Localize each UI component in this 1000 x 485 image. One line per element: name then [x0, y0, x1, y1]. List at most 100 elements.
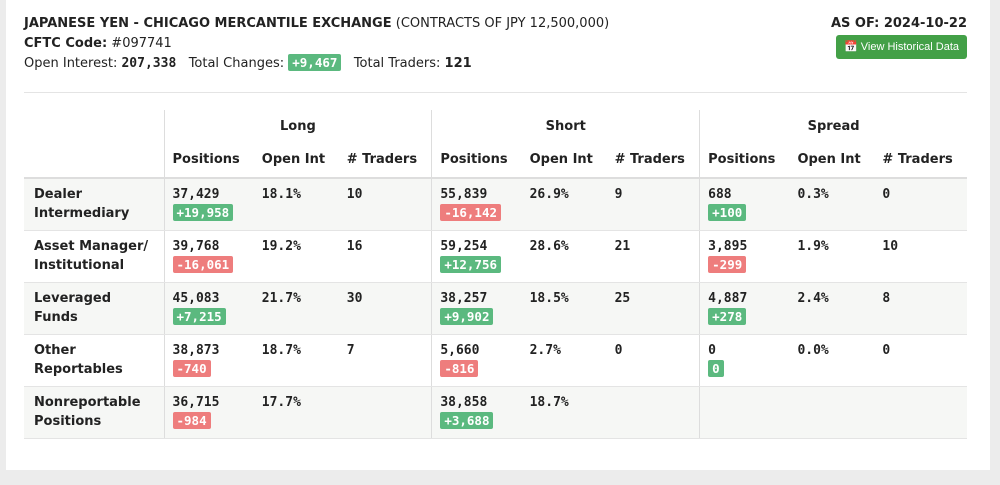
column-header: # Traders	[874, 142, 967, 179]
positions-value: 38,873	[172, 342, 220, 358]
table-row: Nonreportable Positions 36,715 -984 17.7% 38…	[24, 386, 967, 439]
change-badge: +7,215	[172, 307, 226, 325]
table-row: Other Reportables 38,873 -740 18.7% 7 5,660 -8…	[24, 334, 967, 387]
column-header: Positions	[431, 142, 522, 179]
open-int-cell: 2.4%	[789, 282, 875, 335]
contract-size: (CONTRACTS OF JPY 12,500,000)	[395, 16, 610, 31]
positions-value: 38,858	[440, 394, 488, 410]
change-badge: 0	[708, 359, 724, 377]
change-badge: -740	[172, 359, 211, 377]
traders-cell: 10	[874, 230, 967, 283]
positions-cell: 59,254 +12,756	[431, 230, 522, 283]
open-int-cell: 28.6%	[521, 230, 607, 283]
change-badge: +19,958	[172, 204, 234, 221]
as-of-date: AS OF: 2024-10-22	[830, 16, 967, 31]
positions-value: 59,254	[440, 238, 488, 254]
traders-cell: 0	[874, 178, 967, 231]
traders-cell: 21	[606, 230, 700, 283]
positions-value: 3,895	[708, 238, 748, 254]
divider	[24, 92, 967, 93]
open-int-cell: 19.2%	[253, 230, 339, 283]
total-traders-value: 121	[444, 56, 472, 71]
open-int-cell: 2.7%	[521, 334, 607, 387]
positions-cell: 55,839 -16,142	[431, 178, 522, 231]
open-int-cell: 18.1%	[253, 178, 339, 231]
traders-cell: 25	[606, 282, 700, 335]
traders-cell: 8	[874, 282, 967, 335]
traders-cell: 0	[874, 334, 967, 387]
empty-cell	[699, 386, 967, 439]
corner-cell	[24, 142, 164, 179]
button-label: View Historical Data	[860, 41, 959, 53]
change-badge: -816	[440, 359, 479, 377]
column-header: Positions	[699, 142, 790, 179]
positions-value: 38,257	[440, 290, 488, 306]
change-badge: -984	[172, 411, 211, 429]
positions-cell: 38,858 +3,688	[431, 386, 522, 439]
open-int-cell: 17.7%	[253, 386, 339, 439]
open-interest-label: Open Interest:	[24, 56, 118, 71]
total-changes-badge: +9,467	[288, 54, 342, 71]
view-historical-data-button[interactable]: 📅 View Historical Data	[836, 35, 967, 59]
row-label: Asset Manager/ Institutional	[24, 230, 164, 283]
positions-value: 4,887	[708, 290, 748, 306]
column-header: # Traders	[606, 142, 700, 179]
change-badge: -16,142	[440, 204, 502, 221]
open-int-cell: 1.9%	[789, 230, 875, 283]
positions-value: 0	[708, 342, 716, 358]
row-label: Leveraged Funds	[24, 282, 164, 335]
traders-cell: 30	[338, 282, 432, 335]
positions-value: 45,083	[172, 290, 220, 306]
traders-cell	[338, 386, 432, 439]
open-int-cell: 18.7%	[253, 334, 339, 387]
change-badge: -299	[708, 255, 747, 273]
positions-cell: 688 +100	[699, 178, 790, 231]
traders-cell: 9	[606, 178, 700, 231]
calendar-plus-icon: 📅	[844, 41, 858, 53]
column-header: Open Int	[789, 142, 875, 179]
positions-cell: 5,660 -816	[431, 334, 522, 387]
traders-cell: 0	[606, 334, 700, 387]
positions-value: 39,768	[172, 238, 220, 254]
row-label: Nonreportable Positions	[24, 386, 164, 439]
cftc-label: CFTC Code:	[24, 36, 108, 51]
change-badge: -16,061	[172, 255, 234, 273]
table-row: Leveraged Funds 45,083 +7,215 21.7% 30 38,257…	[24, 282, 967, 335]
open-int-cell: 0.0%	[789, 334, 875, 387]
column-header: # Traders	[338, 142, 432, 179]
change-badge: +12,756	[440, 255, 502, 273]
corner-cell	[24, 110, 164, 142]
traders-cell: 16	[338, 230, 432, 283]
open-int-cell: 18.5%	[521, 282, 607, 335]
traders-cell	[606, 386, 700, 439]
report-header: JAPANESE YEN - CHICAGO MERCANTILE EXCHAN…	[24, 14, 609, 74]
row-label: Dealer Intermediary	[24, 178, 164, 231]
positions-cell: 4,887 +278	[699, 282, 790, 335]
positions-value: 5,660	[440, 342, 480, 358]
positions-cell: 39,768 -16,061	[163, 230, 254, 283]
change-badge: +9,902	[440, 307, 494, 325]
cftc-code: #097741	[111, 36, 172, 51]
column-header: Positions	[163, 142, 254, 179]
column-header: Open Int	[521, 142, 607, 179]
table-row: Asset Manager/ Institutional 39,768 -16,06…	[24, 230, 967, 283]
group-header-spread: Spread	[699, 110, 967, 142]
positions-cell: 38,873 -740	[163, 334, 254, 387]
change-badge: +278	[708, 307, 747, 325]
positions-cell: 38,257 +9,902	[431, 282, 522, 335]
table-row: Dealer Intermediary 37,429 +19,958 18.1% 10 5…	[24, 178, 967, 231]
positions-cell: 36,715 -984	[163, 386, 254, 439]
change-badge: +100	[708, 204, 747, 221]
positions-value: 36,715	[172, 394, 220, 410]
positions-cell: 37,429 +19,958	[163, 178, 254, 231]
positions-value: 688	[708, 187, 732, 202]
row-label: Other Reportables	[24, 334, 164, 387]
positions-value: 37,429	[172, 187, 220, 202]
open-int-cell: 21.7%	[253, 282, 339, 335]
total-changes-label: Total Changes:	[188, 56, 285, 71]
group-header-long: Long	[163, 110, 432, 142]
open-int-cell: 0.3%	[789, 178, 875, 231]
total-traders-label: Total Traders:	[353, 56, 441, 71]
positions-cell: 45,083 +7,215	[163, 282, 254, 335]
